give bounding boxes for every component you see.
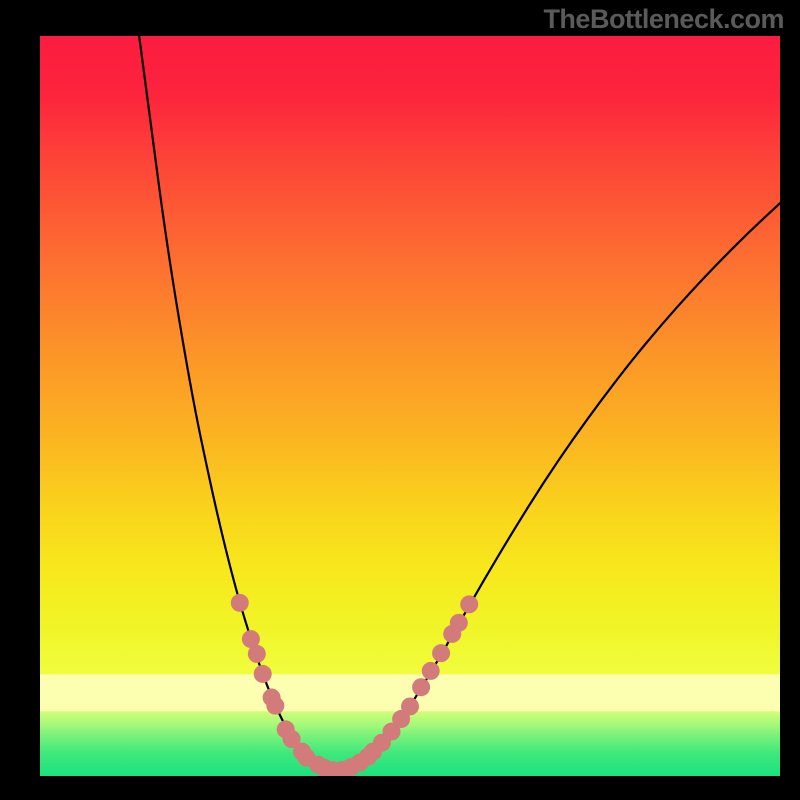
data-marker bbox=[422, 662, 440, 680]
data-marker bbox=[432, 644, 450, 662]
data-marker bbox=[266, 697, 284, 715]
watermark-text: TheBottleneck.com bbox=[543, 4, 784, 35]
data-marker bbox=[401, 697, 419, 715]
chart-container: TheBottleneck.com bbox=[0, 0, 800, 800]
curve-layer bbox=[40, 36, 780, 776]
data-marker bbox=[254, 665, 272, 683]
data-marker bbox=[460, 595, 478, 613]
data-marker bbox=[450, 614, 468, 632]
data-marker bbox=[231, 594, 249, 612]
plot-area bbox=[40, 36, 780, 776]
bottleneck-curve bbox=[139, 36, 780, 769]
data-marker bbox=[248, 645, 266, 663]
data-marker bbox=[412, 678, 430, 696]
